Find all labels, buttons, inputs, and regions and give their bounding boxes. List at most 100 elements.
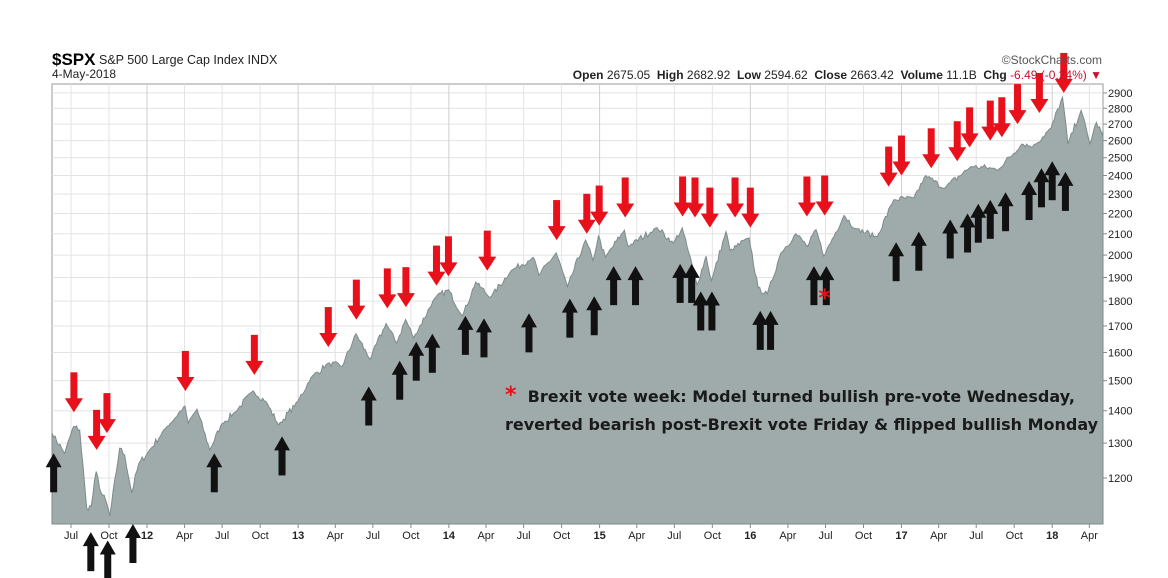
arrow-head bbox=[1033, 168, 1050, 183]
arrow-head bbox=[726, 203, 745, 218]
arrow-shaft bbox=[1037, 180, 1045, 208]
arrow-shaft bbox=[210, 465, 218, 493]
arrow-shaft bbox=[324, 307, 332, 336]
low-value: 2594.62 bbox=[764, 68, 808, 82]
arrow-shaft bbox=[1061, 183, 1069, 211]
arrow-shaft bbox=[1060, 52, 1068, 81]
arrow-head bbox=[797, 202, 816, 217]
arrow-head bbox=[879, 172, 898, 187]
arrow-head bbox=[970, 203, 987, 218]
bearish-arrow bbox=[590, 185, 609, 226]
y-tick-label: 1200 bbox=[1108, 473, 1132, 485]
bearish-arrow bbox=[1030, 72, 1049, 113]
arrow-head bbox=[478, 256, 497, 271]
bullish-arrow bbox=[970, 203, 987, 243]
arrow-shaft bbox=[70, 372, 78, 401]
x-tick-label: Apr bbox=[176, 530, 193, 542]
bullish-arrow bbox=[627, 266, 644, 306]
arrow-head bbox=[577, 219, 596, 234]
arrow-shaft bbox=[50, 465, 58, 493]
arrow-head bbox=[586, 296, 603, 311]
y-tick-label: 2200 bbox=[1108, 208, 1132, 220]
bullish-arrow bbox=[424, 333, 441, 373]
arrow-head bbox=[439, 262, 458, 277]
bearish-arrow bbox=[1008, 84, 1027, 125]
y-tick-label: 2400 bbox=[1108, 171, 1132, 183]
bullish-arrow bbox=[683, 263, 700, 303]
bearish-arrow bbox=[797, 176, 816, 217]
arrow-head bbox=[520, 313, 537, 328]
arrow-head bbox=[547, 226, 566, 241]
bullish-signal-arrows bbox=[45, 161, 1074, 578]
arrow-head bbox=[1030, 98, 1049, 113]
x-tick-label: Oct bbox=[252, 530, 269, 542]
arrow-shaft bbox=[87, 544, 95, 572]
arrow-shaft bbox=[986, 100, 994, 129]
y-tick-label: 2600 bbox=[1108, 136, 1132, 148]
bearish-arrow bbox=[815, 175, 834, 216]
bullish-arrow bbox=[475, 318, 492, 358]
bullish-arrow bbox=[1033, 168, 1050, 208]
arrow-head bbox=[590, 211, 609, 226]
arrow-shaft bbox=[480, 330, 488, 358]
arrow-head bbox=[319, 333, 338, 348]
arrow-head bbox=[815, 201, 834, 216]
arrow-head bbox=[922, 154, 941, 169]
bullish-arrow bbox=[99, 540, 116, 578]
bearish-signal-arrows bbox=[64, 52, 1073, 450]
arrow-shaft bbox=[483, 230, 491, 259]
bearish-arrow bbox=[478, 230, 497, 271]
arrow-shaft bbox=[352, 279, 360, 308]
arrow-head bbox=[959, 213, 976, 228]
bullish-arrow bbox=[888, 242, 905, 282]
arrow-head bbox=[948, 147, 967, 162]
bearish-arrow bbox=[319, 307, 338, 348]
arrow-shaft bbox=[621, 177, 629, 206]
arrow-shaft bbox=[966, 107, 974, 136]
bearish-arrow bbox=[439, 236, 458, 277]
arrow-shaft bbox=[525, 325, 533, 353]
arrow-shaft bbox=[566, 310, 574, 338]
arrow-head bbox=[805, 266, 822, 281]
arrow-shaft bbox=[432, 245, 440, 274]
bearish-arrow bbox=[992, 97, 1011, 138]
bullish-arrow bbox=[703, 291, 720, 331]
arrow-head bbox=[347, 305, 366, 320]
bullish-arrow bbox=[206, 453, 223, 493]
arrow-head bbox=[752, 310, 769, 325]
bearish-arrow bbox=[616, 177, 635, 218]
price-area-path bbox=[51, 95, 1104, 525]
bullish-arrow bbox=[942, 219, 959, 259]
arrow-head bbox=[1054, 78, 1073, 93]
note-star-icon: * bbox=[505, 383, 517, 408]
x-axis-ticks: Jul Oct 12 Apr Jul Oct 13 Apr Jul Oct 14 Apr Jul Oct 1… bbox=[64, 524, 1098, 542]
arrow-shaft bbox=[767, 322, 775, 350]
arrow-head bbox=[176, 376, 195, 391]
arrow-shaft bbox=[250, 334, 258, 363]
arrow-head bbox=[741, 213, 760, 228]
arrow-head bbox=[274, 436, 291, 451]
bearish-arrow bbox=[378, 268, 397, 309]
bearish-arrow bbox=[892, 135, 911, 176]
arrow-shaft bbox=[953, 121, 961, 150]
y-tick-label: 2000 bbox=[1108, 250, 1132, 262]
arrow-shaft bbox=[129, 536, 137, 563]
arrow-shaft bbox=[731, 177, 739, 206]
y-tick-label: 1400 bbox=[1108, 406, 1132, 418]
bearish-arrow bbox=[700, 187, 719, 228]
close-value: 2663.42 bbox=[850, 68, 894, 82]
y-tick-label: 1800 bbox=[1108, 296, 1132, 308]
arrow-shaft bbox=[93, 409, 101, 438]
bullish-arrow bbox=[997, 192, 1014, 232]
ticker-symbol: $SPX bbox=[52, 50, 96, 69]
x-tick-label: Oct bbox=[100, 530, 117, 542]
arrow-head bbox=[910, 231, 927, 246]
arrow-head bbox=[616, 203, 635, 218]
bullish-arrow bbox=[561, 298, 578, 338]
arrow-head bbox=[64, 398, 83, 413]
x-tick-label: Oct bbox=[704, 530, 721, 542]
arrow-shaft bbox=[756, 322, 764, 350]
arrow-head bbox=[97, 419, 116, 434]
arrow-shaft bbox=[461, 327, 469, 355]
bearish-arrow bbox=[741, 187, 760, 228]
